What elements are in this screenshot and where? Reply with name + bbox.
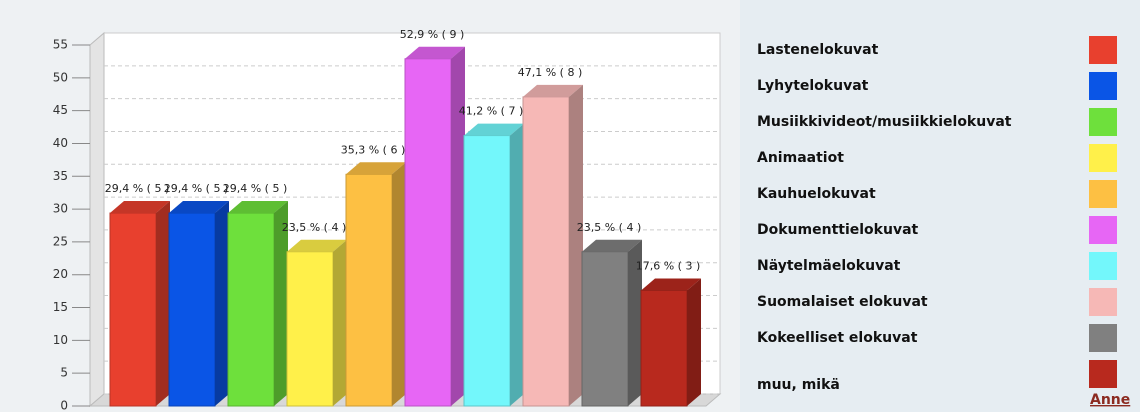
legend-swatch xyxy=(1089,180,1117,208)
left-wall xyxy=(89,31,105,408)
bar-side xyxy=(628,239,642,406)
bar-top xyxy=(641,278,701,291)
y-tick-label: 25 xyxy=(53,234,68,248)
y-tick-label: 30 xyxy=(53,202,68,216)
y-tick-label: 35 xyxy=(53,169,68,183)
bar-top xyxy=(346,162,406,175)
bar-side xyxy=(333,239,347,406)
bar-side xyxy=(274,201,288,406)
y-tick-label: 15 xyxy=(53,300,68,314)
bar xyxy=(463,135,511,407)
y-tick-label: 55 xyxy=(53,38,68,52)
legend-swatch xyxy=(1089,252,1117,280)
bar-top xyxy=(523,84,583,97)
bar-top xyxy=(287,239,347,252)
bar-top xyxy=(464,123,524,136)
legend-label: Kokeelliset elokuvat xyxy=(757,330,918,346)
legend-label: Dokumenttielokuvat xyxy=(757,222,919,238)
value-label: 35,3 % ( 6 ) xyxy=(341,143,406,156)
link[interactable]: Anne xyxy=(1090,392,1130,408)
value-label: 29,4 % ( 5 ) xyxy=(164,182,229,195)
bar-side xyxy=(569,84,583,407)
bar-side xyxy=(451,46,465,407)
bar-top xyxy=(110,201,170,214)
legend-swatch xyxy=(1089,108,1117,136)
legend-swatch xyxy=(1089,324,1117,352)
legend-background xyxy=(740,0,1140,412)
legend-label: Näytelmäelokuvat xyxy=(757,258,901,274)
legend-swatch xyxy=(1089,216,1117,244)
bar-top xyxy=(405,46,465,59)
legend-label: Lyhytelokuvat xyxy=(757,78,869,94)
y-tick-label: 40 xyxy=(53,136,68,150)
bar-top xyxy=(169,201,229,214)
value-label: 23,5 % ( 4 ) xyxy=(282,221,347,234)
y-tick-label: 45 xyxy=(53,103,68,117)
value-label: 41,2 % ( 7 ) xyxy=(459,105,524,118)
legend-label: Suomalaiset elokuvat xyxy=(757,294,928,310)
value-label: 29,4 % ( 5 ) xyxy=(223,182,288,195)
bar xyxy=(345,173,393,407)
y-tick-label: 50 xyxy=(53,70,68,84)
legend-swatch xyxy=(1089,36,1117,64)
value-label: 47,1 % ( 8 ) xyxy=(518,66,583,79)
value-label: 29,4 % ( 5 ) xyxy=(105,182,170,195)
bar xyxy=(522,96,570,407)
bar xyxy=(581,251,629,407)
bar xyxy=(227,212,275,407)
bar-top xyxy=(228,201,288,214)
y-tick-label: 20 xyxy=(53,267,68,281)
legend-label: Lastenelokuvat xyxy=(757,42,879,58)
y-tick-label: 0 xyxy=(60,399,68,412)
legend-label: Kauhuelokuvat xyxy=(757,186,876,202)
value-label: 17,6 % ( 3 ) xyxy=(636,259,701,272)
bar-side xyxy=(510,123,524,406)
y-tick-label: 10 xyxy=(53,333,68,347)
legend-swatch xyxy=(1089,144,1117,172)
bar-side xyxy=(392,162,406,406)
bar-top xyxy=(582,239,642,252)
legend-label: Musiikkivideot/musiikkielokuvat xyxy=(757,114,1012,130)
value-label: 52,9 % ( 9 ) xyxy=(400,28,465,41)
bar-side xyxy=(215,201,229,406)
legend-swatch xyxy=(1089,360,1117,388)
legend-label: Animaatiot xyxy=(757,150,844,166)
bar xyxy=(286,251,334,407)
legend-label: muu, mikä xyxy=(757,377,840,393)
bar xyxy=(404,58,452,407)
legend-swatch xyxy=(1089,288,1117,316)
bar xyxy=(640,289,688,407)
legend-swatch xyxy=(1089,72,1117,100)
bar-side xyxy=(156,201,170,406)
bar xyxy=(109,212,157,407)
bar xyxy=(168,212,216,407)
y-tick-label: 5 xyxy=(60,366,68,380)
value-label: 23,5 % ( 4 ) xyxy=(577,221,642,234)
bar-side xyxy=(687,278,701,406)
